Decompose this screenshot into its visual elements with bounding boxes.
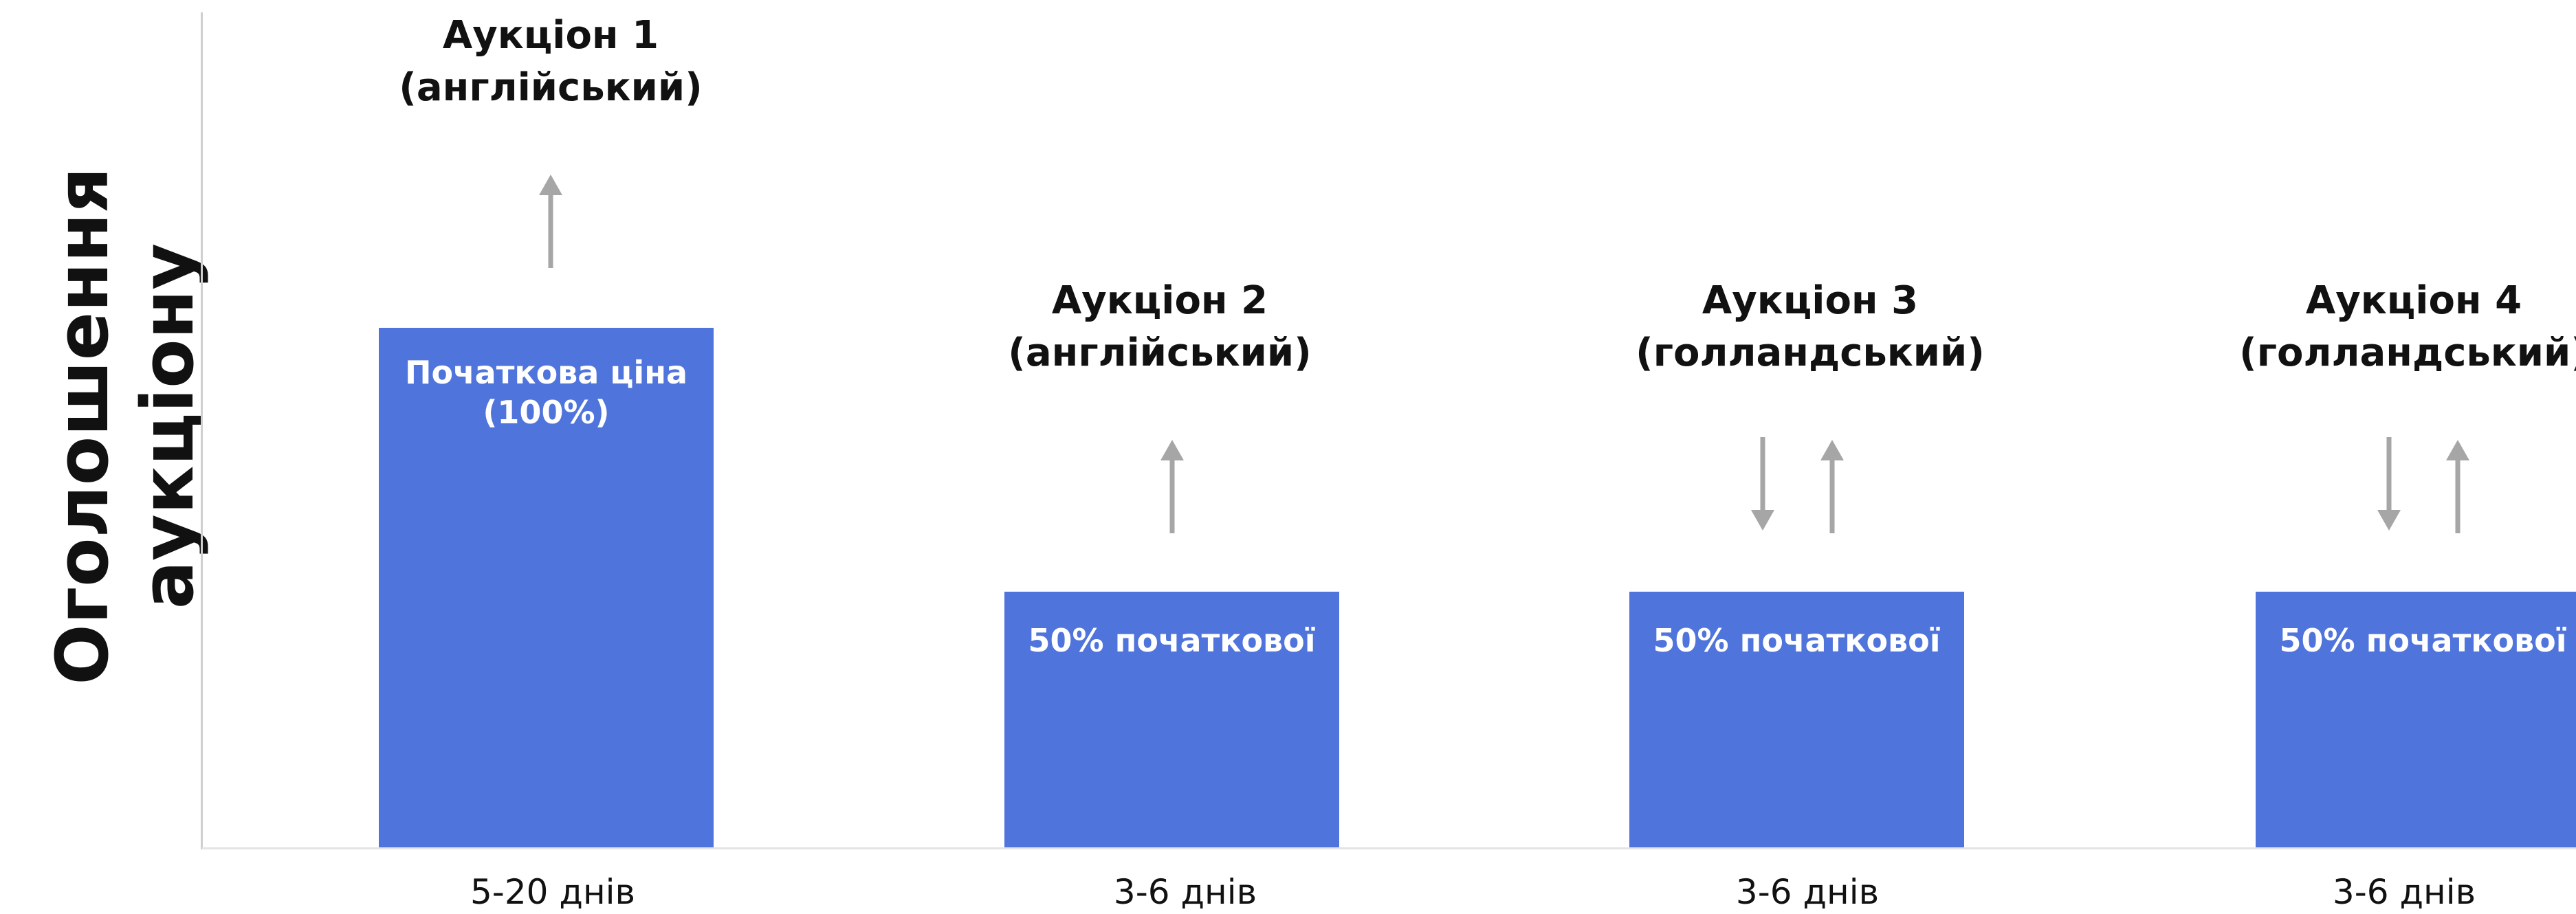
auction-3-bar-label-line1: 50% початкової [1653,622,1941,659]
up-arrow-icon [2446,440,2469,533]
auction-2-bar: 50% початкової [1004,592,1339,847]
auction-3-bar: 50% початкової [1629,592,1964,847]
down-arrow-icon [1751,437,1774,531]
auction-2-title-name: Аукціон 2 [1051,278,1268,323]
auction-1-title: Аукціон 1 (англійський) [358,10,743,114]
auction-1-bar-label-line1: Початкова ціна [404,354,688,391]
y-axis-title-line1: Оголошення [41,167,124,685]
auction-2-bar-label: 50% початкової [1004,621,1339,660]
y-axis-line [201,12,203,849]
y-axis-title-line2: аукціону [126,243,210,610]
auction-1-title-name: Аукціон 1 [442,13,659,58]
auction-1-bar-label: Початкова ціна (100%) [379,353,714,432]
auction-3-bar-label: 50% початкової [1629,621,1964,660]
auction-2-title-type: (англійський) [1008,331,1312,375]
auction-2-bar-label-line1: 50% початкової [1028,622,1316,659]
down-arrow-icon [2377,437,2401,531]
auction-4-title-type: (голландський) [2239,331,2576,375]
auction-3-title-type: (голландський) [1636,331,1985,375]
auction-3-duration: 3-6 днів [1735,872,1880,912]
auction-4-bar-label-line1: 50% початкової [2279,622,2567,659]
auction-3-title: Аукціон 3 (голландський) [1618,275,2003,379]
auction-1-bar-label-line2: (100%) [483,394,610,431]
auction-1-bar: Початкова ціна (100%) [379,328,714,847]
up-arrow-icon [1820,440,1844,533]
auction-4-title: Аукціон 4 (голландський) [2221,275,2576,379]
auction-4-duration: 3-6 днів [2332,872,2476,912]
auction-1-title-type: (англійський) [399,65,703,110]
auction-1-duration: 5-20 днів [470,872,635,912]
auction-3-title-name: Аукціон 3 [1702,278,1919,323]
auction-2-duration: 3-6 днів [1113,872,1257,912]
up-arrow-icon [1160,440,1184,533]
y-axis-title: Оголошення аукціону [40,117,210,735]
auction-4-bar: 50% початкової [2256,592,2576,847]
x-axis-line [202,847,2576,849]
up-arrow-icon [539,175,562,268]
auction-4-title-name: Аукціон 4 [2305,278,2522,323]
auction-2-title: Аукціон 2 (англійський) [967,275,1352,379]
auction-4-bar-label: 50% початкової [2256,621,2576,660]
